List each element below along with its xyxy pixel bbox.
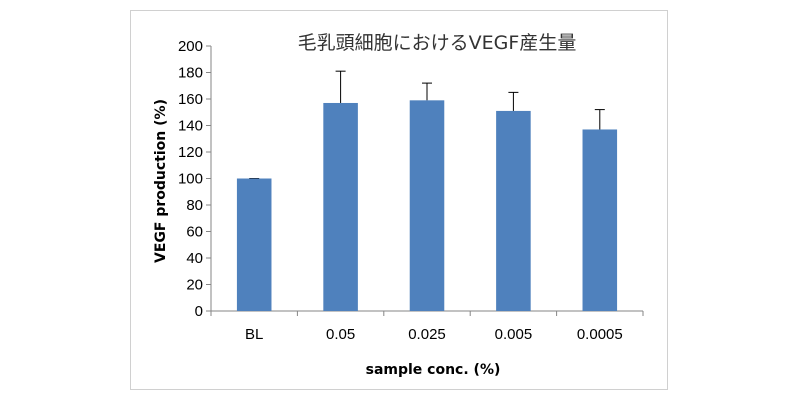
y-tick-label: 80 xyxy=(186,197,203,214)
y-axis-label: VEGF production (%) xyxy=(153,99,169,263)
x-tick-label: 0.025 xyxy=(408,326,446,343)
y-tick-label: 140 xyxy=(178,118,203,135)
chart-title: 毛乳頭細胞におけるVEGF産生量 xyxy=(298,32,577,54)
y-tick-label: 20 xyxy=(186,277,203,294)
y-tick-label: 120 xyxy=(178,144,203,161)
y-tick-label: 180 xyxy=(178,65,203,82)
bar-chart: 毛乳頭細胞におけるVEGF産生量 VEGF production (%) sam… xyxy=(153,32,644,378)
y-tick-label: 60 xyxy=(186,224,203,241)
bar-BL xyxy=(236,178,272,311)
x-tick-label: 0.05 xyxy=(326,326,355,343)
x-tick-label: BL xyxy=(245,326,263,343)
bar-0.025 xyxy=(409,100,445,311)
plot-area: 0 20 40 60 80 100 120 140 160 180 200 BL 0.05 0.025 0.… xyxy=(178,38,644,343)
chart-frame: 毛乳頭細胞におけるVEGF産生量 VEGF production (%) sam… xyxy=(130,10,668,390)
bar-0.005 xyxy=(496,110,531,311)
y-tick-label: 100 xyxy=(178,171,203,188)
bar-0.0005 xyxy=(582,129,618,311)
x-tick-label: 0.005 xyxy=(495,326,533,343)
y-tick-label: 40 xyxy=(186,250,203,267)
x-axis-label: sample conc. (%) xyxy=(366,362,501,378)
y-tick-label: 160 xyxy=(178,91,203,108)
bar-0.05 xyxy=(323,102,358,311)
y-tick-label: 0 xyxy=(195,303,203,320)
x-tick-label: 0.0005 xyxy=(577,326,623,343)
y-tick-label: 200 xyxy=(178,38,203,55)
